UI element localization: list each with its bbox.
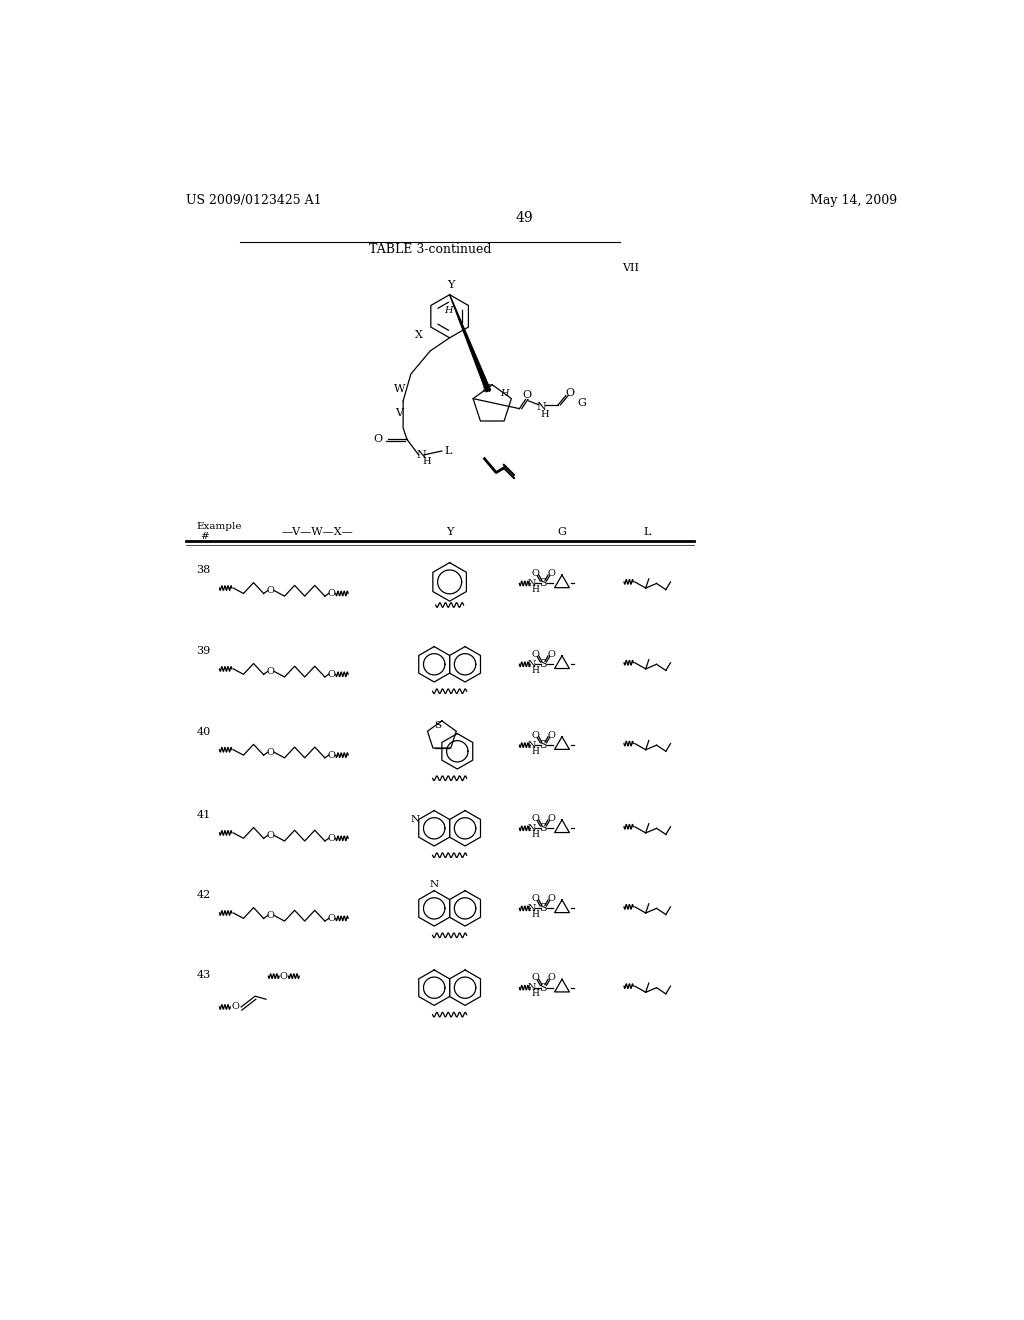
Text: H: H: [531, 667, 540, 675]
Text: O: O: [266, 586, 274, 595]
Text: O: O: [547, 814, 555, 822]
Text: H: H: [531, 747, 540, 756]
Text: O: O: [266, 667, 274, 676]
Text: S: S: [540, 578, 547, 589]
Text: VII: VII: [623, 263, 639, 273]
Text: N: N: [527, 983, 536, 993]
Text: O: O: [328, 589, 336, 598]
Text: O: O: [547, 569, 555, 578]
Text: N: N: [527, 660, 536, 669]
Text: O: O: [328, 913, 336, 923]
Text: N: N: [527, 824, 536, 833]
Text: G: G: [577, 399, 586, 408]
Text: N: N: [527, 741, 536, 750]
Text: N: N: [411, 814, 420, 824]
Text: Example: Example: [197, 521, 242, 531]
Text: US 2009/0123425 A1: US 2009/0123425 A1: [186, 194, 322, 207]
Text: S: S: [540, 741, 547, 750]
Text: S: S: [540, 659, 547, 669]
Text: Y: Y: [445, 527, 454, 537]
Text: O: O: [328, 669, 336, 678]
Polygon shape: [450, 294, 490, 392]
Text: S: S: [540, 824, 547, 833]
Text: O: O: [531, 814, 540, 822]
Text: O: O: [231, 1002, 240, 1011]
Text: N: N: [481, 384, 490, 393]
Text: H: H: [531, 990, 540, 998]
Text: 38: 38: [197, 565, 211, 576]
Text: O: O: [280, 972, 288, 981]
Text: W: W: [393, 384, 404, 395]
Text: N: N: [430, 880, 438, 888]
Text: V: V: [395, 408, 403, 417]
Text: S: S: [540, 903, 547, 913]
Text: TABLE 3-continued: TABLE 3-continued: [369, 243, 492, 256]
Text: O: O: [565, 388, 574, 399]
Text: L: L: [643, 527, 651, 537]
Text: S: S: [540, 982, 547, 993]
Text: O: O: [328, 834, 336, 842]
Text: H: H: [443, 306, 453, 314]
Text: H: H: [541, 409, 549, 418]
Text: O: O: [531, 569, 540, 578]
Text: O: O: [531, 731, 540, 739]
Text: H: H: [501, 389, 509, 397]
Text: O: O: [374, 434, 383, 445]
Text: —V—W—X—: —V—W—X—: [282, 527, 353, 537]
Text: O: O: [547, 649, 555, 659]
Text: H: H: [531, 830, 540, 840]
Text: 39: 39: [197, 647, 211, 656]
Text: 43: 43: [197, 970, 211, 979]
Text: O: O: [266, 832, 274, 840]
Text: May 14, 2009: May 14, 2009: [810, 194, 897, 207]
Text: N: N: [416, 450, 426, 459]
Text: H: H: [531, 909, 540, 919]
Text: #: #: [200, 532, 209, 541]
Text: N: N: [527, 579, 536, 587]
Text: N: N: [527, 904, 536, 913]
Text: S: S: [434, 721, 441, 730]
Text: N: N: [537, 403, 546, 412]
Text: O: O: [531, 649, 540, 659]
Text: O: O: [266, 911, 274, 920]
Text: O: O: [547, 731, 555, 739]
Text: L: L: [444, 446, 452, 455]
Text: O: O: [531, 894, 540, 903]
Text: 42: 42: [197, 890, 211, 900]
Text: X: X: [415, 330, 423, 341]
Text: 41: 41: [197, 810, 211, 820]
Text: 40: 40: [197, 727, 211, 737]
Text: H: H: [422, 457, 431, 466]
Text: G: G: [557, 527, 566, 537]
Text: O: O: [547, 894, 555, 903]
Text: H: H: [531, 585, 540, 594]
Text: O: O: [547, 973, 555, 982]
Text: O: O: [266, 748, 274, 756]
Text: O: O: [531, 973, 540, 982]
Text: 49: 49: [516, 211, 534, 226]
Text: O: O: [328, 751, 336, 759]
Text: O: O: [522, 389, 531, 400]
Text: Y: Y: [447, 280, 455, 290]
